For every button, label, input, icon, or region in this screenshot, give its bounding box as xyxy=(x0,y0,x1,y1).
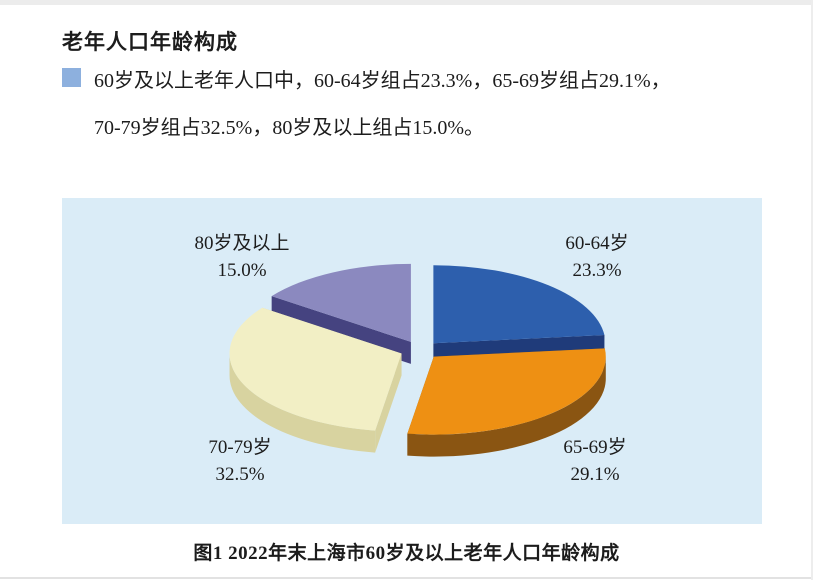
chart-panel: 60-64岁 23.3% 65-69岁 29.1% 70-79岁 32.5% 8… xyxy=(62,198,762,524)
pie-label-name: 65-69岁 xyxy=(563,437,627,458)
pie-label-80-plus: 80岁及以上 15.0% xyxy=(194,230,289,284)
pie-label-name: 70-79岁 xyxy=(208,437,272,458)
figure-caption: 图1 2022年末上海市60岁及以上老年人口年龄构成 xyxy=(193,543,620,564)
pie-label-name: 60-64岁 xyxy=(565,233,629,254)
summary-line-1: 60岁及以上老年人口中，60-64岁组占23.3%，65-69岁组占29.1%， xyxy=(94,70,671,92)
pie-chart xyxy=(229,263,606,457)
summary-line-2: 70-79岁组占32.5%，80岁及以上组占15.0%。 xyxy=(94,117,484,139)
pie-label-60-64: 60-64岁 23.3% xyxy=(565,230,628,284)
window-edge-right xyxy=(811,0,813,580)
pie-label-value: 32.5% xyxy=(215,464,265,485)
pie-label-70-79: 70-79岁 32.5% xyxy=(208,434,271,488)
page-title: 老年人口年龄构成 xyxy=(62,30,238,54)
pie-label-name: 80岁及以上 xyxy=(194,233,290,254)
pie-label-value: 15.0% xyxy=(217,260,267,281)
pie-label-65-69: 65-69岁 29.1% xyxy=(563,434,626,488)
pie-label-value: 29.1% xyxy=(570,464,620,485)
window-edge-top xyxy=(0,0,813,5)
legend-bullet-square xyxy=(62,68,81,87)
pie-label-value: 23.3% xyxy=(572,260,622,281)
summary-text: 60岁及以上老年人口中，60-64岁组占23.3%，65-69岁组占29.1%，… xyxy=(94,58,754,152)
window-edge-bottom xyxy=(0,577,813,579)
